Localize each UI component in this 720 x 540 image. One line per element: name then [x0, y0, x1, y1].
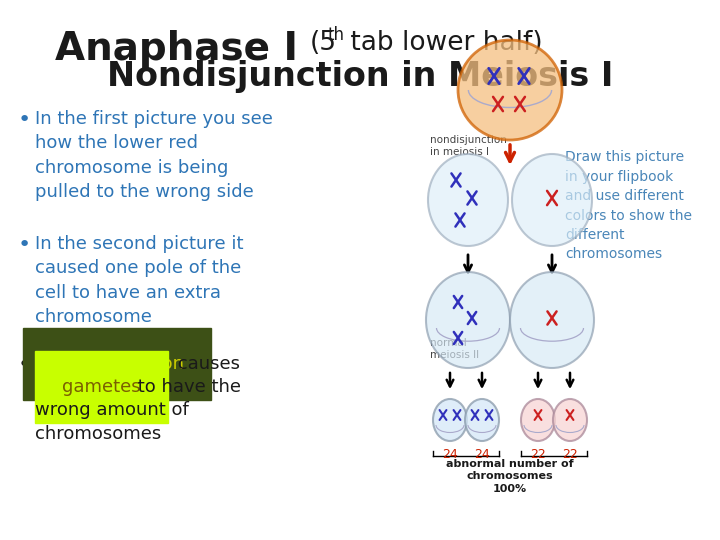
Text: nondisjunction
in meiosis I: nondisjunction in meiosis I — [430, 135, 507, 157]
Text: gametes: gametes — [62, 378, 140, 396]
Text: 22: 22 — [562, 448, 578, 461]
Text: •: • — [18, 355, 31, 375]
Ellipse shape — [428, 154, 508, 246]
Text: to have the: to have the — [132, 378, 241, 396]
Text: (5: (5 — [310, 30, 337, 56]
Ellipse shape — [458, 40, 562, 140]
Text: the: the — [35, 378, 71, 396]
Text: •: • — [18, 235, 31, 255]
Text: In the first picture you see
how the lower red
chromosome is being
pulled to the: In the first picture you see how the low… — [35, 110, 273, 201]
Text: 24: 24 — [474, 448, 490, 461]
Text: Nondisjunction in Meiosis I: Nondisjunction in Meiosis I — [107, 60, 613, 93]
Text: Draw this picture
in your flipbook
and use different
colors to show the
differen: Draw this picture in your flipbook and u… — [565, 150, 692, 261]
Ellipse shape — [521, 399, 555, 441]
Ellipse shape — [512, 154, 592, 246]
Text: normal
meiosis II: normal meiosis II — [430, 338, 479, 360]
Text: wrong amount of
chromosomes: wrong amount of chromosomes — [35, 401, 189, 443]
Text: In the second picture it
caused one pole of the
cell to have an extra
chromosome: In the second picture it caused one pole… — [35, 235, 243, 326]
Ellipse shape — [510, 272, 594, 368]
Text: 22: 22 — [530, 448, 546, 461]
Text: causes: causes — [172, 355, 240, 373]
Text: Anaphase I: Anaphase I — [55, 30, 298, 68]
Text: 24: 24 — [442, 448, 458, 461]
Text: Nondisjunction: Nondisjunction — [50, 355, 184, 373]
Text: th: th — [328, 26, 345, 44]
Ellipse shape — [465, 399, 499, 441]
Text: •: • — [18, 110, 31, 130]
Text: abnormal number of
chromosomes
100%: abnormal number of chromosomes 100% — [446, 459, 574, 494]
Ellipse shape — [426, 272, 510, 368]
Ellipse shape — [433, 399, 467, 441]
Ellipse shape — [553, 399, 587, 441]
Text: A: A — [35, 355, 53, 373]
Text: tab lower half): tab lower half) — [342, 30, 543, 56]
